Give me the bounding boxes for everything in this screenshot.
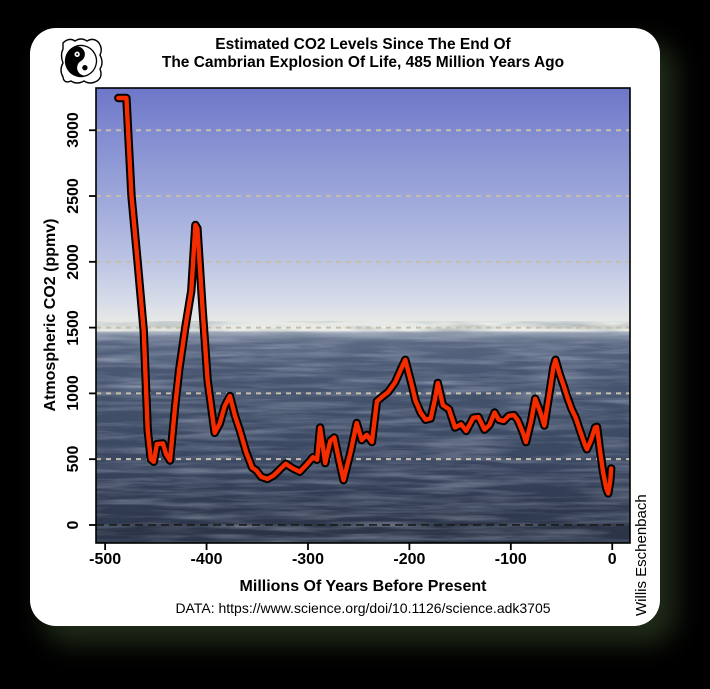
y-tick-label: 2500 (65, 178, 82, 214)
x-axis-title: Millions Of Years Before Present (239, 578, 487, 595)
y-tick-label: 2000 (65, 244, 82, 280)
x-tick-label: -500 (89, 551, 122, 568)
y-tick-label: 0 (65, 520, 82, 530)
y-tick-label: 1000 (65, 375, 82, 412)
co2-series-line (114, 93, 616, 498)
y-axis-title: Atmospheric CO2 (ppmv) (42, 218, 59, 412)
author-credit: Willis Eschenbach (633, 494, 650, 616)
y-tick-label: 1500 (65, 309, 82, 346)
yin-yang-logo (60, 38, 103, 84)
axis-tick-marks (89, 129, 614, 550)
chart-title-line1: Estimated CO2 Levels Since The End Of (215, 36, 511, 53)
x-tick-label: -200 (393, 551, 426, 568)
y-tick-label: 500 (65, 445, 82, 473)
x-tick-label: -300 (291, 551, 324, 568)
x-tick-label: -100 (494, 551, 527, 568)
y-tick-label: 3000 (65, 112, 82, 149)
logo-taijitu (64, 44, 98, 78)
x-tick-label: -400 (190, 551, 223, 568)
data-source-attribution: DATA: https://www.science.org/doi/10.112… (175, 600, 551, 616)
co2-line-chart (89, 87, 631, 550)
chart-card: Estimated CO2 Levels Since The End Of Th… (30, 28, 660, 626)
x-tick-label: 0 (607, 551, 617, 568)
chart-title: Estimated CO2 Levels Since The End Of Th… (96, 36, 630, 72)
gridlines (96, 129, 630, 526)
chart-title-line2: The Cambrian Explosion Of Life, 485 Mill… (161, 54, 565, 71)
plot-border (95, 87, 631, 544)
